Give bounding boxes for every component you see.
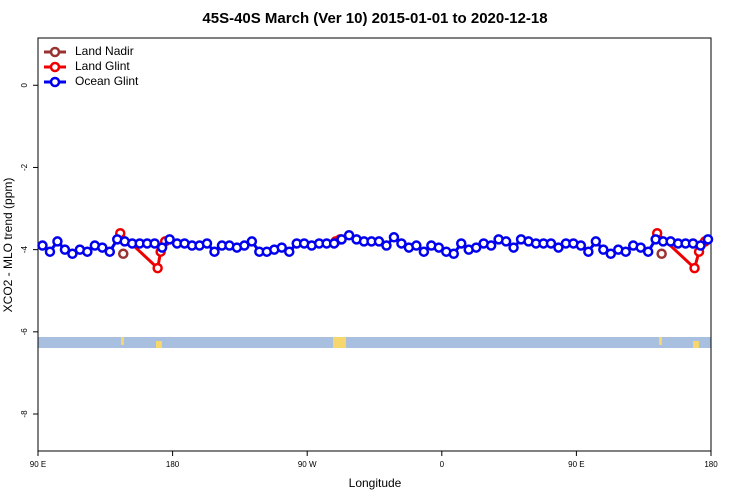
legend-label: Land Nadir xyxy=(75,44,134,58)
point xyxy=(209,246,220,257)
legend-marker xyxy=(49,61,61,73)
point xyxy=(605,248,617,259)
x-tick-label: 180 xyxy=(166,460,180,469)
point xyxy=(455,238,467,249)
point xyxy=(508,242,519,253)
point xyxy=(620,246,632,257)
land-patch xyxy=(156,341,162,348)
point xyxy=(635,242,646,253)
point xyxy=(59,244,71,255)
x-tick-label: 90 W xyxy=(298,460,317,469)
x-tick-label: 180 xyxy=(704,460,718,469)
point xyxy=(67,248,78,259)
point xyxy=(164,234,175,245)
legend-marker xyxy=(49,76,61,88)
x-tick-label: 90 E xyxy=(568,460,584,469)
point xyxy=(104,246,116,257)
x-tick-label: 0 xyxy=(440,460,445,469)
ocean-strip xyxy=(38,337,711,348)
point xyxy=(470,242,482,253)
point xyxy=(598,244,609,255)
point xyxy=(656,248,667,259)
point xyxy=(433,242,445,253)
point xyxy=(373,236,385,247)
point xyxy=(117,248,129,259)
point xyxy=(485,240,497,251)
point xyxy=(642,246,654,257)
point xyxy=(276,242,288,253)
point xyxy=(388,232,400,243)
point xyxy=(82,246,93,257)
point xyxy=(328,238,340,249)
point xyxy=(411,240,422,251)
point xyxy=(381,240,392,251)
legend-marker xyxy=(49,46,61,58)
point xyxy=(418,246,430,257)
x-tick-label: 90 E xyxy=(30,460,46,469)
y-tick-label: -2 xyxy=(20,163,29,171)
point xyxy=(448,248,460,259)
land-patch xyxy=(693,341,699,348)
point xyxy=(553,242,564,253)
point xyxy=(37,240,48,251)
land-patch xyxy=(659,337,662,345)
point xyxy=(689,262,700,274)
y-tick-label: -4 xyxy=(20,246,29,254)
point xyxy=(500,236,512,247)
legend-label: Ocean Glint xyxy=(75,74,139,88)
point xyxy=(575,240,587,251)
point xyxy=(201,238,213,249)
point xyxy=(239,240,250,251)
point xyxy=(702,234,714,245)
point xyxy=(396,238,407,249)
y-tick-label: 0 xyxy=(20,82,29,87)
land-patch xyxy=(333,337,346,348)
legend-label: Land Glint xyxy=(75,59,130,73)
point xyxy=(246,236,258,247)
point xyxy=(284,246,295,257)
surface-strip xyxy=(38,337,711,348)
point xyxy=(545,238,557,249)
point xyxy=(97,242,108,253)
point xyxy=(152,262,163,274)
point xyxy=(583,246,594,257)
land-patch xyxy=(121,337,124,345)
y-tick-label: -8 xyxy=(20,410,29,418)
chart-title: 45S-40S March (Ver 10) 2015-01-01 to 202… xyxy=(202,10,547,27)
point xyxy=(695,240,706,251)
point xyxy=(156,242,168,253)
point xyxy=(336,234,347,245)
point xyxy=(44,246,56,257)
point xyxy=(343,230,355,241)
point xyxy=(52,236,63,247)
y-axis-label: XCO2 - MLO trend (ppm) xyxy=(1,178,15,313)
x-axis-label: Longitude xyxy=(349,476,402,490)
point xyxy=(149,238,160,249)
point xyxy=(590,236,602,247)
y-tick-label: -6 xyxy=(20,328,29,336)
